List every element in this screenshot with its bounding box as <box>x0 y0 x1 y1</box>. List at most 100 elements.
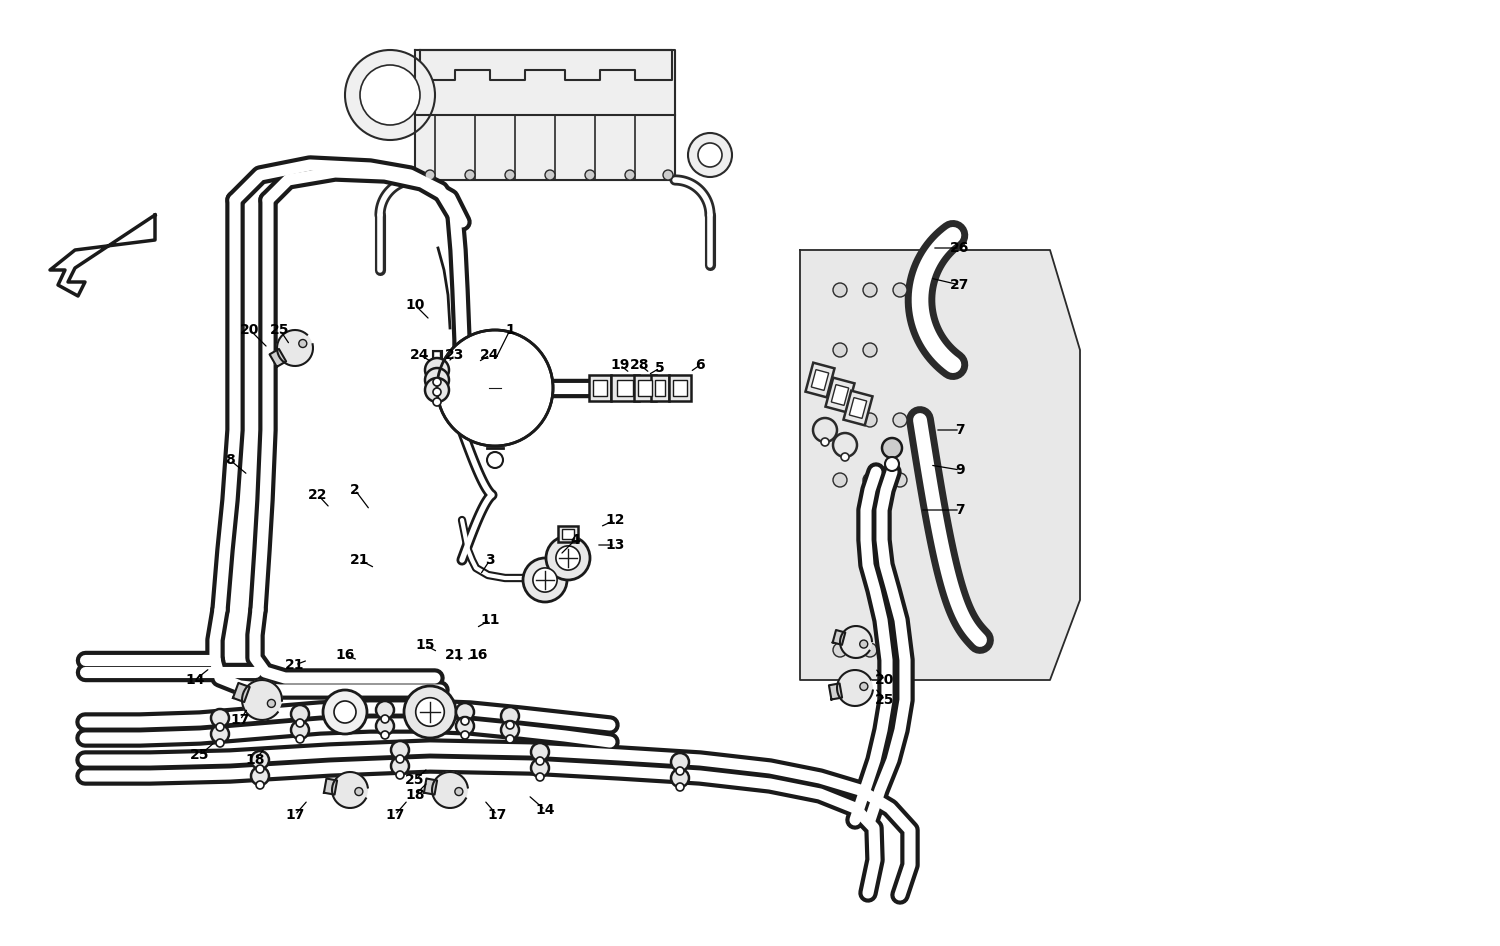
Text: 19: 19 <box>610 358 630 372</box>
Text: 17: 17 <box>231 713 249 727</box>
Text: 12: 12 <box>604 513 624 527</box>
Circle shape <box>296 735 304 743</box>
Circle shape <box>862 473 877 487</box>
Circle shape <box>626 170 634 180</box>
Circle shape <box>882 438 902 458</box>
Circle shape <box>506 721 515 729</box>
Bar <box>634 375 656 401</box>
Circle shape <box>433 378 441 386</box>
Circle shape <box>396 755 404 763</box>
Circle shape <box>376 701 394 719</box>
Polygon shape <box>232 683 249 702</box>
Text: 14: 14 <box>536 803 555 817</box>
Polygon shape <box>270 349 286 367</box>
Circle shape <box>433 388 441 396</box>
Polygon shape <box>800 250 1080 680</box>
Text: 18: 18 <box>246 753 264 767</box>
Circle shape <box>211 709 230 727</box>
Circle shape <box>859 640 867 648</box>
Polygon shape <box>50 215 154 296</box>
Text: 13: 13 <box>606 538 624 552</box>
Circle shape <box>546 536 590 580</box>
Circle shape <box>670 769 688 787</box>
Circle shape <box>862 643 877 657</box>
Circle shape <box>501 707 519 725</box>
Circle shape <box>381 715 388 723</box>
Text: 25: 25 <box>270 323 290 337</box>
Circle shape <box>360 65 420 125</box>
Circle shape <box>833 473 848 487</box>
Circle shape <box>556 546 580 570</box>
Circle shape <box>524 558 567 602</box>
Bar <box>639 380 651 395</box>
Circle shape <box>291 721 309 739</box>
Text: 15: 15 <box>416 638 435 652</box>
Text: 14: 14 <box>186 673 204 687</box>
Circle shape <box>842 453 849 461</box>
Text: 20: 20 <box>876 673 894 687</box>
Text: 9: 9 <box>956 463 964 477</box>
Circle shape <box>892 283 908 297</box>
Circle shape <box>424 378 448 402</box>
Bar <box>558 526 578 542</box>
Text: 22: 22 <box>309 488 327 502</box>
Text: 27: 27 <box>951 278 969 292</box>
Polygon shape <box>416 50 675 180</box>
Circle shape <box>501 721 519 739</box>
Text: 7: 7 <box>956 503 964 517</box>
Polygon shape <box>424 779 436 795</box>
Circle shape <box>585 170 596 180</box>
Bar <box>654 380 666 395</box>
Circle shape <box>345 50 435 140</box>
Circle shape <box>424 170 435 180</box>
Circle shape <box>396 771 404 779</box>
Text: 3: 3 <box>484 553 495 567</box>
Circle shape <box>256 781 264 789</box>
Circle shape <box>356 788 363 796</box>
Circle shape <box>392 757 410 775</box>
Circle shape <box>251 751 268 769</box>
Bar <box>594 380 606 395</box>
Circle shape <box>454 788 464 796</box>
Circle shape <box>833 433 856 457</box>
Circle shape <box>211 725 230 743</box>
Circle shape <box>862 343 877 357</box>
Bar <box>651 375 669 401</box>
Circle shape <box>821 438 830 446</box>
Text: 28: 28 <box>630 358 650 372</box>
Text: 1: 1 <box>506 323 515 337</box>
Text: 11: 11 <box>480 613 500 627</box>
Circle shape <box>291 705 309 723</box>
Polygon shape <box>242 680 282 720</box>
Text: 17: 17 <box>285 808 304 822</box>
Bar <box>590 375 610 401</box>
Circle shape <box>532 568 556 592</box>
Circle shape <box>404 686 456 738</box>
Text: 21: 21 <box>285 658 304 672</box>
Circle shape <box>460 717 470 725</box>
Text: 18: 18 <box>405 788 424 802</box>
Bar <box>616 380 633 395</box>
Circle shape <box>885 457 898 471</box>
Text: 24: 24 <box>480 348 500 362</box>
Text: 26: 26 <box>951 241 969 255</box>
Circle shape <box>862 413 877 427</box>
Text: 5: 5 <box>656 361 664 375</box>
Circle shape <box>456 703 474 721</box>
Circle shape <box>267 699 276 708</box>
Text: 2: 2 <box>350 483 360 497</box>
Text: 10: 10 <box>405 298 424 312</box>
Text: 4: 4 <box>570 533 580 547</box>
Circle shape <box>676 783 684 791</box>
Circle shape <box>296 719 304 727</box>
Polygon shape <box>324 779 338 795</box>
Bar <box>562 529 574 539</box>
Circle shape <box>334 701 356 723</box>
Circle shape <box>506 170 515 180</box>
Circle shape <box>381 731 388 739</box>
Circle shape <box>536 773 544 781</box>
Circle shape <box>544 170 555 180</box>
Bar <box>806 362 834 397</box>
Circle shape <box>322 690 368 734</box>
Circle shape <box>256 765 264 773</box>
